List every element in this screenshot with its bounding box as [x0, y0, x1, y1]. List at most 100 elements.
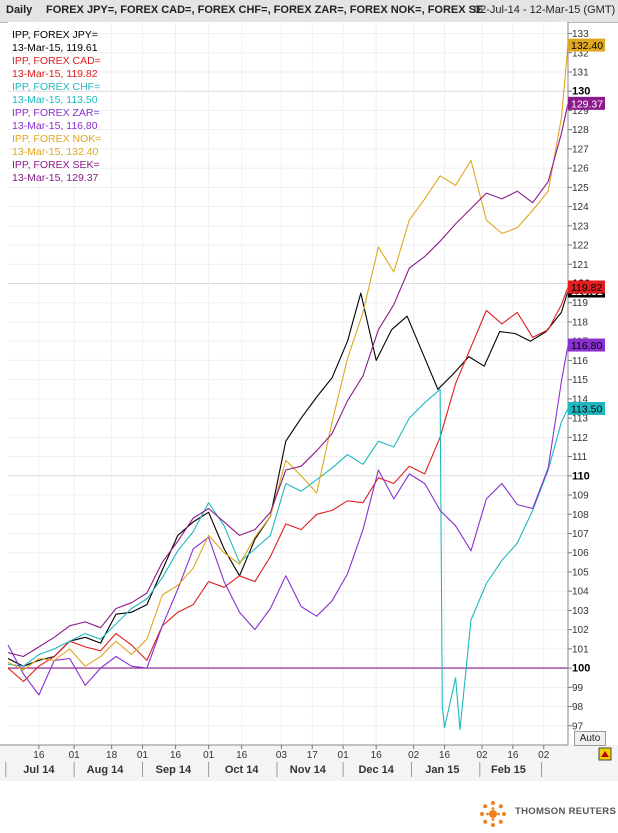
x-tick-label: 18 [106, 750, 118, 761]
chart-options-icon[interactable] [598, 747, 612, 761]
y-tick-label: 124 [572, 202, 589, 213]
legend-last-value: 13-Mar-15, 116.80 [12, 120, 98, 132]
month-label: Dec 14 [358, 764, 394, 776]
y-tick-label: 113 [572, 414, 588, 425]
y-tick-label: 97 [572, 721, 584, 732]
month-label: Jul 14 [23, 764, 55, 776]
y-tick-label: 118 [572, 317, 588, 328]
series-line-5 [7, 103, 569, 658]
y-tick-label: 111 [572, 452, 588, 463]
x-tick-label: 01 [203, 750, 215, 761]
last-value-tag-box [568, 96, 605, 110]
y-tick-label: 99 [572, 683, 584, 694]
auto-scale-button[interactable]: Auto [574, 731, 606, 746]
y-tick-label: 131 [572, 67, 589, 78]
x-tick-label: 16 [236, 750, 248, 761]
y-tick-label: 101 [572, 644, 589, 655]
y-tick-label: 126 [572, 164, 589, 175]
y-tick-label: 119 [572, 298, 588, 309]
last-value-tag-text: 119.82 [571, 282, 602, 294]
last-value-tag-box [568, 338, 605, 352]
last-value-tag-text: 129.37 [571, 98, 603, 110]
last-value-tag: 113.50 [568, 401, 605, 415]
y-tick-label: 129 [572, 106, 589, 117]
last-value-tag-box [568, 38, 605, 52]
last-value-tag: 116.80 [568, 338, 605, 352]
frequency-label: Daily [6, 4, 33, 16]
y-tick-label: 128 [572, 125, 589, 136]
series-line-0 [7, 290, 569, 667]
legend-last-value: 13-Mar-15, 119.82 [12, 68, 98, 80]
x-tick-label: 16 [33, 750, 45, 761]
x-tick-label: 02 [408, 750, 420, 761]
x-tick-label: 01 [338, 750, 350, 761]
y-tick-label: 100 [572, 663, 590, 675]
y-tick-label: 116 [572, 356, 588, 367]
date-range-label: 02-Jul-14 - 12-Mar-15 (GMT) [474, 4, 616, 16]
legend-series-name: IPP, FOREX CAD= [12, 55, 101, 67]
legend-last-value: 13-Mar-15, 119.61 [12, 42, 98, 54]
series-lines [7, 45, 569, 731]
legend-series-name: IPP, FOREX ZAR= [12, 107, 100, 119]
legend-last-value: 13-Mar-15, 113.50 [12, 94, 98, 106]
last-value-tag-text: 132.40 [571, 40, 603, 52]
y-tick-label: 107 [572, 529, 589, 540]
x-tick-label: 01 [137, 750, 149, 761]
y-tick-label: 114 [572, 394, 588, 405]
legend-series-name: IPP, FOREX CHF= [12, 81, 100, 93]
legend-last-value: 13-Mar-15, 132.40 [12, 146, 99, 158]
instrument-list: FOREX JPY=, FOREX CAD=, FOREX CHF=, FORE… [46, 4, 484, 16]
plot-area [8, 22, 568, 745]
y-tick-label: 132 [572, 48, 589, 59]
series-line-2 [7, 388, 569, 731]
last-value-tag: 132.40 [568, 38, 605, 52]
thomson-reuters-logo-icon [480, 801, 506, 827]
month-label: Nov 14 [290, 764, 327, 776]
x-tick-label: 03 [276, 750, 288, 761]
line-chart: 97 98 99 100 101 102 103 104 105 106 107 108 109 110 1… [0, 22, 618, 781]
last-value-tag-box [568, 401, 605, 415]
y-tick-label: 121 [572, 260, 589, 271]
y-tick-label: 98 [572, 702, 584, 713]
x-tick-label: 02 [538, 750, 550, 761]
last-value-tag: 129.37 [568, 96, 605, 110]
x-axis: 1601180116011603170116021602160216011801… [0, 744, 618, 781]
legend-series-name: IPP, FOREX JPY= [12, 29, 98, 41]
y-tick-label: 127 [572, 144, 589, 155]
legend-series-name: IPP, FOREX SEK= [12, 159, 100, 171]
series-line-3 [7, 344, 569, 696]
last-value-tag-text: 113.50 [571, 403, 602, 415]
x-tick-label: 16 [507, 750, 519, 761]
month-label: Oct 14 [225, 764, 260, 776]
x-tick-label: 02 [476, 750, 488, 761]
x-tick-label: 16 [371, 750, 383, 761]
y-tick-label: 115 [572, 375, 588, 386]
y-tick-label: 123 [572, 221, 589, 232]
y-tick-label: 133 [572, 29, 589, 40]
series-line-1 [7, 286, 569, 683]
grid [8, 22, 568, 745]
x-tick-label: 16 [439, 750, 451, 761]
footer: THOMSON REUTERS [0, 790, 618, 833]
brand-name: THOMSON REUTERS [515, 806, 617, 817]
x-tick-label: 16 [170, 750, 182, 761]
last-value-tag: 119.82 [568, 280, 605, 294]
y-tick-label: 106 [572, 548, 589, 559]
month-label: Feb 15 [491, 764, 526, 776]
month-label: Sep 14 [156, 764, 192, 776]
y-tick-label: 130 [572, 86, 590, 98]
y-tick-label: 102 [572, 625, 589, 636]
legend-last-value: 13-Mar-15, 129.37 [12, 172, 99, 184]
y-tick-label: 105 [572, 567, 589, 578]
x-axis-band [0, 745, 618, 781]
y-tick-label: 109 [572, 491, 589, 502]
x-tick-label: 17 [307, 750, 319, 761]
y-axis: 97 98 99 100 101 102 103 104 105 106 107 108 109 110 1… [567, 22, 590, 745]
y-tick-label: 104 [572, 587, 589, 598]
y-tick-label: 125 [572, 183, 589, 194]
y-tick-label: 108 [572, 510, 589, 521]
chart-header-bar: Daily FOREX JPY=, FOREX CAD=, FOREX CHF=… [0, 0, 618, 23]
y-tick-label: 112 [572, 433, 588, 444]
